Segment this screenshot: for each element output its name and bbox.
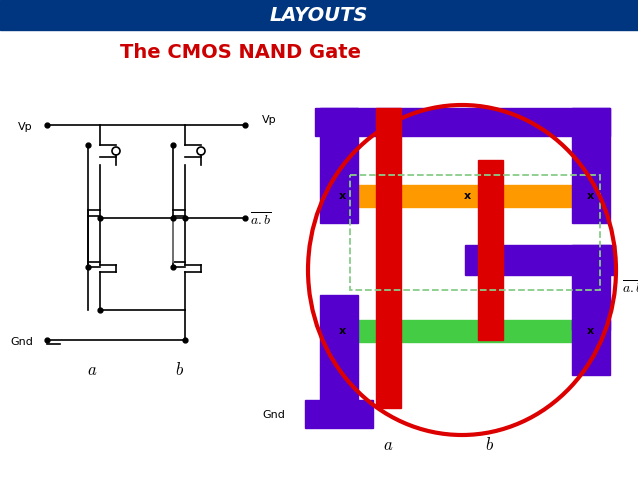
Bar bbox=[320, 108, 358, 223]
Bar bbox=[465, 245, 615, 275]
Text: Gnd: Gnd bbox=[10, 337, 33, 347]
Text: x: x bbox=[463, 191, 471, 201]
Bar bbox=[350, 175, 600, 290]
Bar bbox=[478, 160, 503, 340]
Text: $\overline{a.b}$: $\overline{a.b}$ bbox=[250, 211, 272, 228]
Text: The CMOS NAND Gate: The CMOS NAND Gate bbox=[119, 43, 360, 61]
Text: LAYOUTS: LAYOUTS bbox=[270, 5, 368, 24]
Text: $b$: $b$ bbox=[486, 436, 494, 454]
Bar bbox=[376, 108, 401, 408]
Bar bbox=[0, 0, 638, 30]
Bar bbox=[320, 295, 358, 375]
Bar bbox=[320, 375, 358, 425]
Bar bbox=[358, 320, 573, 342]
Text: $b$: $b$ bbox=[175, 361, 184, 379]
Text: Vp: Vp bbox=[19, 122, 33, 132]
Text: $\overline{a.b}$: $\overline{a.b}$ bbox=[622, 279, 638, 297]
Bar bbox=[572, 108, 610, 223]
Text: x: x bbox=[586, 326, 593, 336]
Text: $a$: $a$ bbox=[87, 361, 97, 379]
Text: x: x bbox=[586, 191, 593, 201]
Bar bbox=[572, 245, 610, 330]
Bar bbox=[358, 185, 573, 207]
Text: x: x bbox=[338, 191, 346, 201]
Bar bbox=[315, 108, 610, 136]
Bar bbox=[305, 400, 373, 428]
Text: x: x bbox=[338, 326, 346, 336]
Text: $a$: $a$ bbox=[383, 436, 393, 454]
Text: Vp: Vp bbox=[262, 115, 277, 125]
Bar bbox=[572, 320, 610, 375]
Text: Gnd: Gnd bbox=[262, 410, 285, 420]
